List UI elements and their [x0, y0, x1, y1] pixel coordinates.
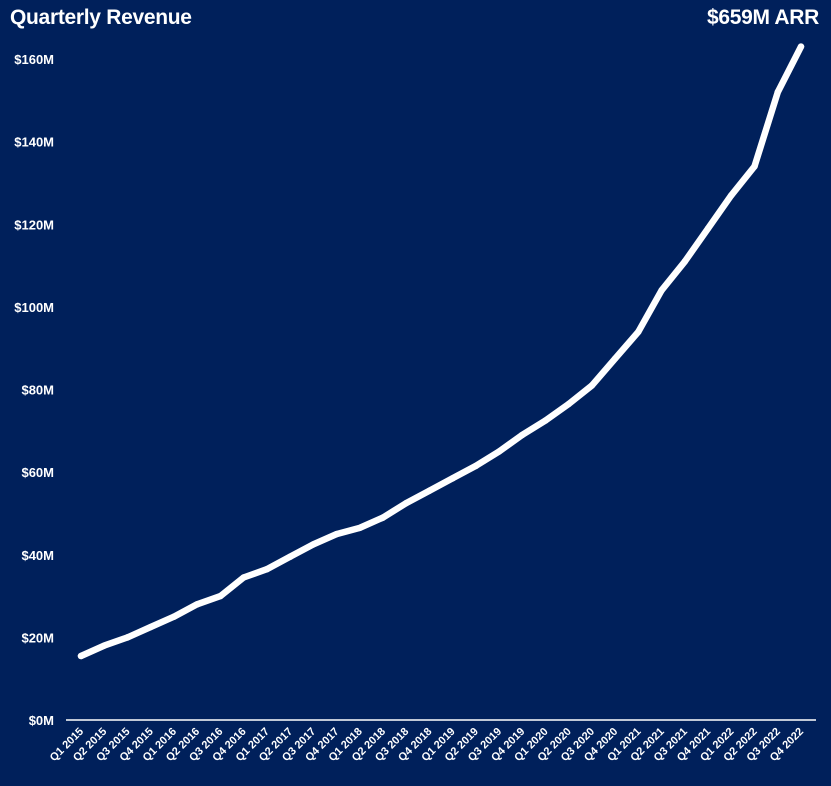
data-point	[449, 475, 456, 482]
y-tick-label: $40M	[21, 548, 54, 563]
data-point	[681, 258, 689, 265]
data-point	[751, 163, 758, 170]
data-point	[217, 592, 224, 600]
y-tick-label: $160M	[14, 52, 54, 67]
data-point	[286, 553, 294, 561]
y-tick-label: $60M	[21, 465, 54, 480]
arr-annotation: $659M ARR	[706, 6, 819, 29]
data-point	[797, 43, 805, 50]
data-point	[542, 417, 549, 424]
y-tick-label: $20M	[21, 630, 54, 645]
y-tick-label: $140M	[14, 135, 54, 150]
data-point	[101, 642, 108, 649]
data-point	[426, 487, 433, 494]
data-point	[635, 328, 642, 335]
data-point	[333, 530, 340, 538]
data-point	[124, 634, 131, 641]
data-point	[774, 88, 781, 96]
data-point	[356, 524, 363, 532]
chart-title: Quarterly Revenue	[10, 6, 192, 29]
data-point	[495, 448, 503, 455]
data-point	[402, 499, 410, 507]
data-point	[611, 355, 619, 362]
data-point	[565, 400, 572, 408]
y-tick-label: $100M	[14, 300, 54, 315]
data-point	[147, 623, 154, 631]
data-point	[472, 462, 480, 470]
data-point	[658, 287, 665, 294]
data-point	[170, 613, 178, 620]
data-point	[704, 225, 712, 232]
data-point	[77, 652, 85, 660]
data-point	[519, 431, 526, 439]
y-tick-label: $0M	[29, 713, 54, 728]
data-point	[588, 382, 596, 389]
y-tick-label: $120M	[14, 217, 54, 232]
y-tick-label: $80M	[21, 383, 54, 398]
data-point	[240, 574, 247, 581]
data-point	[379, 514, 387, 521]
data-point	[728, 192, 735, 199]
data-point	[193, 601, 201, 608]
data-point	[263, 566, 271, 573]
revenue-series-line	[77, 43, 805, 660]
data-point	[310, 541, 317, 548]
